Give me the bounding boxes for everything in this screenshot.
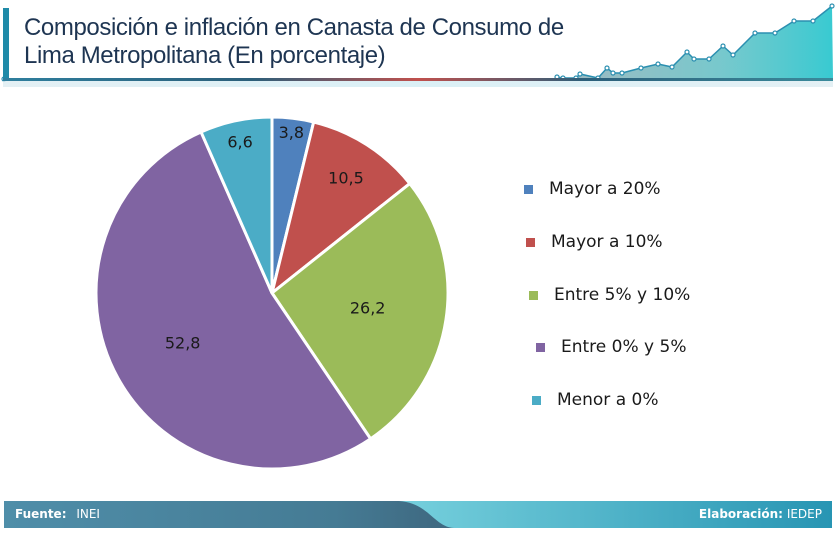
legend-item: Entre 5% y 10% <box>529 285 690 305</box>
pie-labels: 3,8 10,5 26,2 52,8 6,6 <box>165 123 386 352</box>
legend-item: Menor a 0% <box>532 390 659 410</box>
pie-slices <box>94 115 450 471</box>
decorative-trend-graphic <box>1 3 835 82</box>
legend-item: Mayor a 20% <box>524 179 661 199</box>
credit-value: IEDEP <box>786 507 822 521</box>
legend-item: Entre 0% y 5% <box>536 337 686 357</box>
legend-swatch <box>536 342 545 352</box>
footer: Fuente: INEI Elaboración: IEDEP <box>4 501 832 528</box>
legend-label: Mayor a 10% <box>551 232 663 252</box>
title-accent-bar <box>3 8 9 79</box>
pie-slice <box>199 115 274 295</box>
legend-label: Entre 0% y 5% <box>561 337 687 357</box>
pie-slice <box>94 130 373 471</box>
data-label: 52,8 <box>165 333 201 352</box>
title-line-1: Composición e inflación en Canasta de Co… <box>24 14 564 41</box>
title-line-2: Lima Metropolitana (En porcentaje) <box>24 42 386 69</box>
trend-area <box>555 6 833 79</box>
data-label: 26,2 <box>350 299 386 318</box>
footer-wave <box>399 501 832 528</box>
title-underline <box>3 78 833 81</box>
header: Composición e inflación en Canasta de Co… <box>0 0 835 90</box>
source-value: INEI <box>76 507 100 521</box>
legend-swatch <box>529 290 538 300</box>
legend-item: Mayor a 10% <box>526 232 663 252</box>
credit: Elaboración: IEDEP <box>699 507 822 521</box>
data-label: 3,8 <box>279 123 304 142</box>
legend-label: Menor a 0% <box>557 390 659 410</box>
trend-line <box>554 5 833 80</box>
source: Fuente: INEI <box>15 507 100 521</box>
pie-slice <box>270 120 412 295</box>
data-label: 6,6 <box>227 132 252 151</box>
legend-swatch <box>526 237 535 247</box>
title-underline-shadow <box>3 81 833 87</box>
legend-swatch <box>532 395 541 405</box>
legend-label: Mayor a 20% <box>549 179 661 199</box>
trend-markers <box>1 3 835 82</box>
data-label: 10,5 <box>328 168 364 187</box>
page-title: Composición e inflación en Canasta de Co… <box>24 14 564 70</box>
source-label: Fuente: <box>15 507 67 521</box>
legend-label: Entre 5% y 10% <box>554 285 691 305</box>
credit-label: Elaboración: <box>698 507 783 521</box>
pie-slice <box>270 182 450 441</box>
legend-swatch <box>524 184 533 194</box>
